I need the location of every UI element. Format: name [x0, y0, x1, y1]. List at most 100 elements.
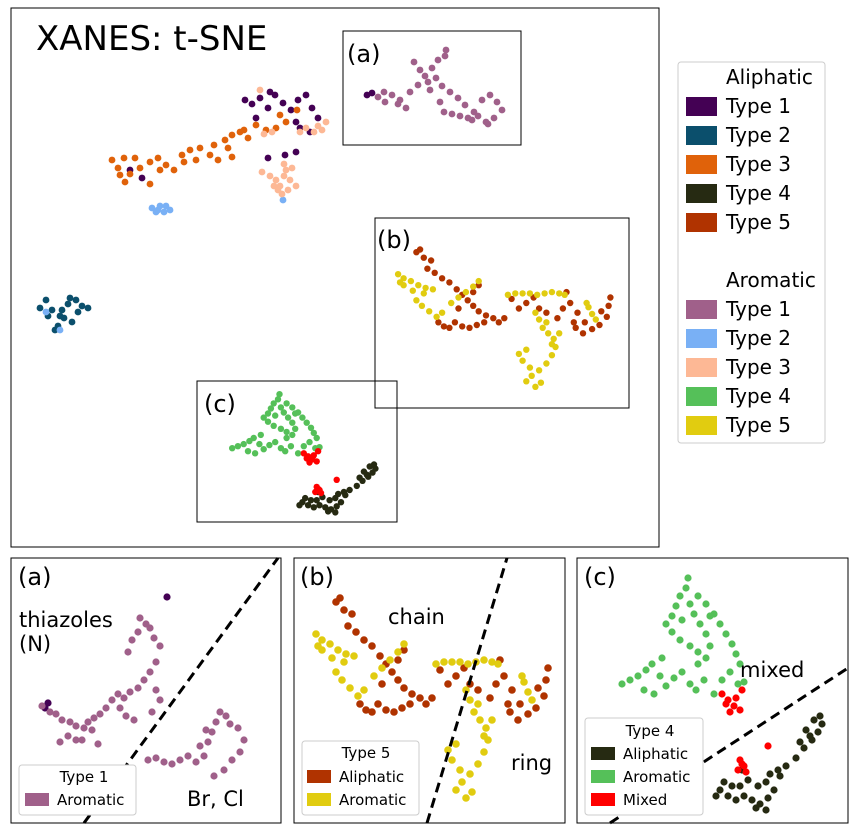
- point-aliphatic-type-1-6: [287, 106, 295, 114]
- panel-c-label: (c): [584, 563, 616, 591]
- overview-point-aromatic-6: [264, 418, 272, 425]
- overview-point-aromatic-28: [561, 291, 568, 298]
- point-aliphatic-type-1-7: [294, 96, 302, 104]
- point-aliphatic-0: [163, 593, 171, 601]
- point-aromatic-14: [114, 690, 122, 698]
- point-aliphatic-10: [744, 776, 752, 784]
- point-aliphatic-43: [534, 684, 542, 692]
- overview-point-aromatic-10: [413, 297, 420, 304]
- overview-point-aromatic-22: [519, 290, 526, 297]
- overview-point-aliphatic-7: [337, 499, 345, 506]
- point-aromatic-type-1-5: [414, 81, 422, 89]
- point-aromatic-10: [332, 668, 340, 676]
- point-aliphatic-24: [394, 656, 402, 664]
- overview-point-aliphatic-26: [370, 461, 378, 468]
- point-aliphatic-26: [816, 712, 824, 720]
- panel-b-legend-entries: Aliphatic Aromatic: [307, 768, 406, 809]
- point-aromatic-46: [200, 752, 208, 760]
- point-aromatic-34: [122, 712, 130, 720]
- panel-b-divider-line: [425, 557, 509, 824]
- overview-point-aromatic-24: [234, 443, 242, 450]
- point-aliphatic-type-3-33: [146, 180, 154, 188]
- point-aliphatic-29: [776, 772, 784, 780]
- overview-point-aliphatic-6: [438, 275, 446, 282]
- point-aliphatic-38: [524, 710, 532, 718]
- point-aliphatic-22: [356, 700, 364, 708]
- point-aliphatic-type-2-15: [68, 318, 76, 326]
- point-aliphatic-15: [406, 700, 414, 708]
- point-aromatic-type-1-15: [461, 101, 469, 109]
- overview-point-aromatic-40: [532, 383, 539, 390]
- legend-group-aromatic-title: Aromatic: [726, 268, 816, 292]
- overview-point-aromatic-36: [300, 443, 307, 450]
- overview-point-aromatic-15: [448, 299, 455, 307]
- overview-point-aromatic-41: [257, 431, 264, 439]
- overview-point-aromatic-45: [523, 346, 530, 353]
- point-aliphatic-22: [810, 716, 818, 724]
- point-aliphatic-type-3-21: [282, 118, 290, 126]
- point-aliphatic-type-1-4: [271, 91, 279, 99]
- overview-point-aliphatic-36: [574, 309, 581, 316]
- point-aromatic-43: [176, 756, 184, 764]
- point-aliphatic-type-2-0: [36, 304, 44, 312]
- overview-point-aromatic-28: [256, 440, 263, 448]
- point-aliphatic-type-3-25: [192, 156, 200, 164]
- point-aliphatic-30: [452, 672, 460, 680]
- point-aliphatic-type-3-9: [178, 151, 186, 159]
- overview-point-aliphatic-46: [554, 315, 561, 322]
- point-aromatic-17: [702, 600, 710, 608]
- legend-swatch-type-2: [686, 126, 717, 145]
- point-aromatic-4: [342, 650, 350, 658]
- point-aliphatic-18: [800, 744, 808, 752]
- overview-point-aromatic-8: [277, 425, 285, 432]
- overview-point-aromatic-4: [422, 284, 429, 292]
- point-aromatic-type-2-5: [162, 202, 170, 210]
- point-aliphatic-42: [544, 664, 552, 672]
- point-aromatic-47: [204, 738, 212, 746]
- point-aromatic-22: [732, 650, 740, 658]
- point-aromatic-35: [480, 748, 488, 756]
- panel-a-annotation-br-cl: Br, Cl: [187, 787, 244, 811]
- point-aromatic-28: [494, 660, 502, 668]
- overview-point-aromatic-9: [396, 279, 404, 286]
- zoom-label-c: (c): [204, 390, 236, 418]
- point-aliphatic-type-3-14: [221, 136, 229, 144]
- point-aliphatic-type-3-5: [146, 158, 154, 166]
- point-aromatic-35: [710, 690, 718, 698]
- point-aliphatic-type-3-10: [186, 146, 194, 154]
- point-aliphatic-16: [782, 762, 790, 770]
- point-aromatic-30: [78, 736, 86, 744]
- point-aromatic-1: [682, 584, 690, 592]
- point-aromatic-53: [234, 724, 242, 732]
- point-aromatic-26: [480, 656, 488, 664]
- legend-swatch-mixed: [591, 793, 615, 806]
- overview-point-aliphatic-24: [356, 474, 363, 481]
- point-aromatic-5: [662, 620, 670, 628]
- point-aromatic-23: [618, 680, 626, 688]
- point-aromatic-type-3-15: [258, 168, 266, 176]
- point-aromatic-29: [56, 738, 64, 746]
- point-aromatic-type-2-2: [160, 208, 168, 216]
- point-aromatic-7: [156, 642, 164, 650]
- zoom-label-b: (b): [377, 226, 411, 254]
- point-aliphatic-type-1-8: [302, 91, 310, 99]
- point-aliphatic-type-3-2: [120, 154, 128, 162]
- point-aliphatic-25: [806, 732, 814, 740]
- overview-point-aromatic-1: [274, 396, 282, 403]
- legend-swatch-type-4: [686, 184, 717, 203]
- overview-point-aromatic-33: [550, 335, 557, 342]
- legend-swatch-type-3: [686, 358, 717, 377]
- overview-point-aromatic-19: [299, 414, 306, 421]
- point-aromatic-37: [156, 696, 164, 704]
- point-aromatic-type-2-7: [42, 308, 50, 316]
- point-aromatic-16: [378, 664, 386, 672]
- point-aromatic-37: [726, 668, 734, 676]
- legend-aliphatic-entries: Type 1 Type 2 Type 3 Type 4 Type 5: [686, 94, 791, 234]
- overview-point-aliphatic-43: [598, 308, 605, 315]
- overview-point-aromatic-50: [588, 310, 596, 318]
- point-aliphatic-14: [416, 694, 424, 702]
- point-aromatic-3: [672, 602, 680, 610]
- point-aromatic-33: [482, 724, 490, 732]
- point-mixed-3: [736, 706, 744, 714]
- point-aromatic-31: [88, 726, 96, 734]
